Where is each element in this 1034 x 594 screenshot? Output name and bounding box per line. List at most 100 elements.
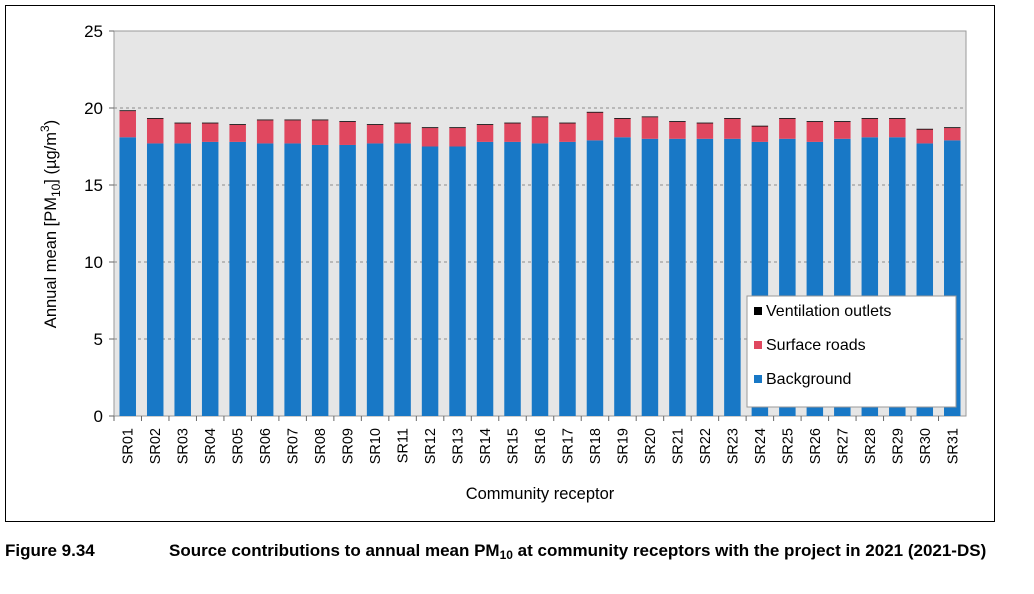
bar-background xyxy=(174,143,191,417)
x-tick-label: SR03 xyxy=(176,428,192,464)
figure-caption-text: Source contributions to annual mean PM10… xyxy=(169,540,1029,561)
x-tick-label: SR14 xyxy=(478,428,494,464)
bar-background xyxy=(641,138,659,417)
bar-background xyxy=(449,146,466,416)
bar-surface-roads xyxy=(531,117,549,144)
x-tick-label: SR19 xyxy=(615,428,631,464)
x-tick-label: SR09 xyxy=(341,428,357,464)
bar-background xyxy=(366,143,384,417)
x-tick-label: SR28 xyxy=(863,428,879,464)
x-tick-label: SR10 xyxy=(368,428,384,464)
bar-ventilation-outlets xyxy=(696,122,714,124)
caption-sub: 10 xyxy=(499,548,513,562)
bar-surface-roads xyxy=(641,117,659,139)
bar-background xyxy=(531,143,549,417)
y-tick-label: 5 xyxy=(94,330,103,349)
bar-ventilation-outlets xyxy=(119,110,136,112)
bar-background xyxy=(504,141,521,416)
bar-background xyxy=(586,140,604,416)
bar-background xyxy=(119,137,136,416)
bar-surface-roads xyxy=(669,121,686,139)
x-tick-label: SR12 xyxy=(423,428,439,464)
bar-surface-roads xyxy=(861,118,879,138)
bar-ventilation-outlets xyxy=(476,124,494,125)
bar-surface-roads xyxy=(449,128,466,147)
x-tick-label: SR06 xyxy=(258,428,274,464)
bar-surface-roads xyxy=(504,123,521,142)
bar-ventilation-outlets xyxy=(806,121,824,122)
bar-ventilation-outlets xyxy=(394,122,411,124)
bar-ventilation-outlets xyxy=(724,118,741,119)
bar-ventilation-outlets xyxy=(311,119,329,121)
bar-ventilation-outlets xyxy=(889,118,906,119)
bars xyxy=(119,110,961,417)
bar-background xyxy=(559,141,576,416)
legend: Ventilation outlets Surface roads Backgrou… xyxy=(746,295,957,408)
bar-surface-roads xyxy=(256,120,274,144)
bar-ventilation-outlets xyxy=(229,124,246,125)
bar-surface-roads xyxy=(476,124,494,142)
x-tick-label: SR08 xyxy=(313,428,329,464)
bar-background xyxy=(394,143,411,417)
x-tick-label: SR13 xyxy=(451,428,467,464)
bar-background xyxy=(696,138,714,417)
y-axis-title: Annual mean [PM10] (µg/m3) xyxy=(38,120,63,328)
y-tick-label: 25 xyxy=(84,22,103,41)
y-axis-title-pre: Annual mean [PM xyxy=(42,197,60,328)
bar-background xyxy=(146,143,164,417)
x-tick-label: SR16 xyxy=(533,428,549,464)
bar-surface-roads xyxy=(284,120,301,144)
bar-surface-roads xyxy=(889,118,906,138)
bar-ventilation-outlets xyxy=(669,121,686,122)
bar-surface-roads xyxy=(119,111,136,138)
bar-surface-roads xyxy=(751,126,769,142)
bar-background xyxy=(256,143,274,417)
x-tick-label: SR23 xyxy=(725,428,741,464)
bar-ventilation-outlets xyxy=(531,116,549,118)
bar-surface-roads xyxy=(559,123,576,142)
bar-ventilation-outlets xyxy=(339,121,356,122)
bar-background xyxy=(311,144,329,416)
caption-pre: Source contributions to annual mean PM xyxy=(169,541,500,560)
bar-ventilation-outlets xyxy=(614,118,631,119)
y-tick-label: 20 xyxy=(84,99,103,118)
x-tick-label: SR01 xyxy=(121,428,137,464)
x-tick-label: SR20 xyxy=(643,428,659,464)
bar-surface-roads xyxy=(724,118,741,139)
bar-surface-roads xyxy=(311,120,329,145)
bar-surface-roads xyxy=(916,129,934,144)
bar-surface-roads xyxy=(586,112,604,141)
x-axis-ticks: SR01 SR02 SR03 SR04 SR05 SR06 SR07 SR08 SR09 SR10… xyxy=(113,416,961,464)
bar-ventilation-outlets xyxy=(366,124,384,125)
bar-background xyxy=(476,141,494,416)
bar-surface-roads xyxy=(201,123,219,142)
bar-background xyxy=(724,138,741,417)
x-tick-label: SR04 xyxy=(203,428,219,464)
x-tick-label: SR05 xyxy=(231,428,247,464)
bar-background xyxy=(339,144,356,416)
legend-swatch xyxy=(754,307,762,315)
bar-surface-roads xyxy=(421,128,439,147)
x-tick-label: SR18 xyxy=(588,428,604,464)
bar-surface-roads xyxy=(696,123,714,139)
x-tick-label: SR15 xyxy=(506,428,522,464)
bar-ventilation-outlets xyxy=(944,127,961,129)
y-axis-title-sub: 10 xyxy=(49,183,63,197)
x-tick-label: SR31 xyxy=(945,428,961,464)
bar-ventilation-outlets xyxy=(559,122,576,124)
bar-background xyxy=(284,143,301,417)
bar-surface-roads xyxy=(174,123,191,144)
bar-background xyxy=(201,141,219,416)
chart-frame: 0 5 10 15 20 25 SR01 SR02 SR03 SR04 SR05 SR06 SR07 S… xyxy=(5,5,995,522)
bar-surface-roads xyxy=(394,123,411,144)
bar-surface-roads xyxy=(834,121,851,139)
bar-surface-roads xyxy=(229,124,246,142)
bar-ventilation-outlets xyxy=(504,122,521,124)
bar-ventilation-outlets xyxy=(256,119,274,121)
bar-surface-roads xyxy=(366,124,384,144)
bar-ventilation-outlets xyxy=(751,125,769,127)
caption-post: at community receptors with the project … xyxy=(512,541,987,560)
bar-ventilation-outlets xyxy=(146,118,164,119)
bar-ventilation-outlets xyxy=(861,118,879,119)
y-tick-label: 15 xyxy=(84,176,103,195)
